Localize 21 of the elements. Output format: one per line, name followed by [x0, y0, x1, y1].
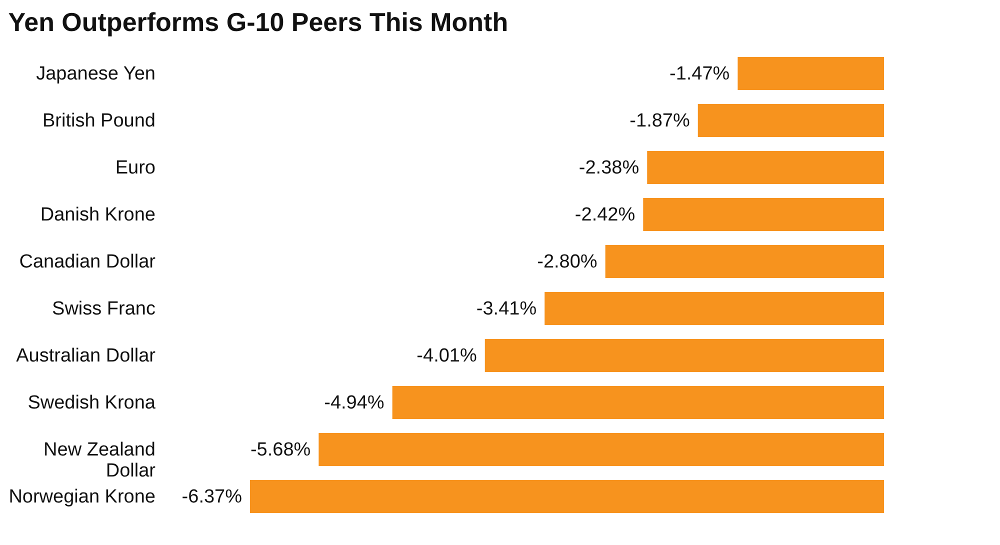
y-tick-label: Danish Krone: [40, 204, 156, 226]
y-tick-label: Swiss Franc: [52, 298, 156, 320]
y-tick-label: British Pound: [42, 110, 156, 132]
y-tick-label: Canadian Dollar: [19, 252, 156, 272]
y-tick-label: Australian Dollar: [16, 346, 156, 366]
y-tick-label: Euro: [115, 158, 156, 178]
data-label: -2.42%: [574, 204, 636, 226]
y-tick-label: Swedish Krona: [28, 392, 156, 414]
y-tick-label: New Zealand Dollar: [44, 440, 156, 482]
data-label: -4.94%: [324, 392, 384, 414]
data-label: -6.37%: [182, 486, 242, 508]
chart-title: Yen Outperforms G-10 Peers This Month: [8, 7, 508, 37]
y-tick-label: Norwegian Krone: [8, 486, 156, 508]
data-label: -3.41%: [476, 298, 537, 320]
data-label: -2.38%: [578, 158, 640, 178]
data-label: -1.47%: [669, 64, 730, 84]
data-label: -5.68%: [250, 440, 311, 460]
data-label: -1.87%: [630, 110, 690, 132]
y-tick-label: Japanese Yen: [36, 64, 156, 84]
data-label: -2.80%: [537, 252, 598, 272]
data-label: -4.01%: [416, 346, 477, 366]
